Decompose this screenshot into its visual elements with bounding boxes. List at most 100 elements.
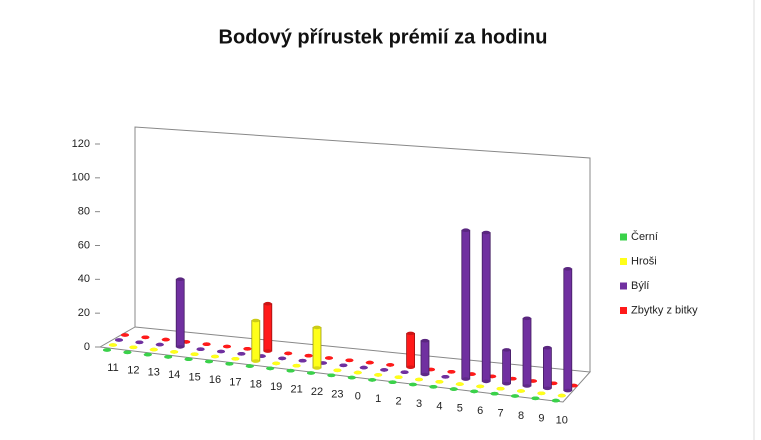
bar-top: [409, 382, 417, 387]
bar: [429, 385, 438, 389]
x-tick-label: 1: [375, 393, 381, 405]
bar: [347, 375, 356, 380]
bar: [175, 277, 185, 349]
bar-top: [304, 353, 313, 358]
bar: [304, 353, 313, 358]
bar-top: [263, 301, 272, 306]
bar-top: [339, 363, 348, 368]
bar-bottom: [251, 359, 260, 363]
bar-body: [461, 229, 471, 380]
bar-top: [537, 391, 546, 396]
bar-top: [161, 337, 170, 342]
bar: [374, 373, 383, 377]
bar: [345, 358, 354, 363]
bar-top: [441, 375, 450, 379]
bar-body: [251, 320, 261, 362]
y-tick-label: 100: [72, 172, 90, 184]
legend-swatch: [620, 282, 627, 290]
bar-top: [531, 396, 540, 401]
bar: [447, 370, 456, 374]
bar: [143, 352, 152, 357]
bar-top: [225, 362, 234, 366]
bar-top: [231, 357, 240, 361]
bar: [380, 368, 389, 372]
bar: [266, 366, 275, 371]
bar: [231, 357, 240, 361]
bar: [155, 342, 164, 347]
bar: [551, 398, 560, 403]
bar-bottom: [263, 349, 272, 353]
bar-top: [313, 325, 321, 330]
bar-top: [333, 368, 342, 373]
bar: [388, 380, 397, 385]
bar-top: [115, 338, 123, 342]
bar-body: [263, 303, 273, 352]
x-tick-label: 7: [498, 408, 504, 420]
bar-top: [211, 354, 219, 359]
bar: [135, 340, 144, 345]
bar: [537, 391, 546, 396]
bar-bottom: [313, 366, 321, 370]
x-tick-label: 19: [270, 381, 282, 393]
x-tick-label: 5: [457, 403, 463, 415]
bar-top: [482, 230, 491, 235]
bar-top: [196, 347, 205, 352]
bar: [223, 344, 231, 349]
bar: [298, 358, 307, 363]
bar-bottom: [502, 381, 511, 386]
bar: [149, 347, 158, 352]
bar: [490, 391, 499, 396]
bar: [481, 230, 491, 384]
bar: [522, 316, 532, 388]
bar: [531, 396, 540, 401]
bar-top: [353, 370, 362, 375]
bar: [563, 267, 573, 393]
bar-bottom: [523, 384, 531, 388]
bar: [400, 370, 409, 375]
bar-top: [347, 375, 356, 380]
x-tick-label: 12: [127, 364, 139, 376]
bar: [435, 380, 444, 384]
bar: [449, 387, 458, 391]
bar-body: [481, 232, 491, 382]
bar-top: [121, 333, 129, 337]
bar-top: [394, 375, 403, 380]
bar: [190, 352, 199, 357]
bar-top: [109, 343, 117, 347]
bar-top: [368, 378, 377, 382]
bar-top: [286, 368, 295, 373]
bar: [170, 350, 179, 354]
bar-top: [141, 335, 150, 340]
bar-top: [176, 277, 185, 282]
bar-top: [447, 370, 456, 374]
bar: [121, 333, 129, 337]
bar: [263, 301, 273, 353]
x-tick-label: 13: [148, 367, 160, 379]
bar-top: [237, 352, 246, 356]
bar-top: [455, 382, 464, 386]
bar-top: [266, 366, 275, 371]
bar: [251, 318, 261, 363]
bar: [141, 335, 150, 340]
legend-swatch: [620, 258, 627, 265]
legend-swatch: [620, 233, 627, 241]
bar-bottom: [482, 379, 491, 384]
bar-bottom: [563, 388, 572, 393]
y-tick-label: 40: [78, 273, 90, 285]
bar-top: [143, 352, 152, 357]
bar-top: [103, 348, 111, 352]
bar-top: [190, 352, 199, 357]
bar-top: [496, 386, 505, 391]
bar: [496, 386, 505, 391]
bar: [243, 347, 252, 351]
bar-top: [421, 338, 429, 343]
bar: [368, 378, 377, 382]
bar: [455, 382, 464, 386]
bar: [184, 357, 193, 362]
bar-top: [327, 373, 336, 378]
bar-top: [490, 391, 499, 396]
bar: [543, 345, 552, 391]
y-tick-label: 20: [78, 307, 90, 319]
bar-bottom: [176, 345, 185, 349]
bar: [278, 356, 287, 361]
